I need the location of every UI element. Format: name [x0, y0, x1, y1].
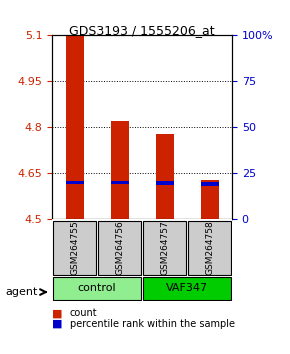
Text: VAF347: VAF347: [166, 283, 208, 293]
Text: GSM264756: GSM264756: [115, 221, 124, 275]
Text: agent: agent: [6, 287, 38, 297]
Text: ■: ■: [52, 319, 63, 329]
FancyBboxPatch shape: [53, 221, 96, 275]
Bar: [155, 133, 173, 219]
Bar: [201, 179, 219, 219]
Text: control: control: [78, 283, 117, 293]
Bar: [66, 181, 84, 184]
Text: GDS3193 / 1555206_at: GDS3193 / 1555206_at: [69, 24, 215, 36]
Bar: [111, 181, 129, 184]
Bar: [111, 121, 129, 219]
Bar: [155, 182, 173, 185]
FancyBboxPatch shape: [188, 221, 231, 275]
FancyBboxPatch shape: [53, 278, 141, 299]
FancyBboxPatch shape: [143, 278, 231, 299]
Bar: [201, 182, 219, 186]
Text: GSM264757: GSM264757: [160, 221, 169, 275]
FancyBboxPatch shape: [98, 221, 141, 275]
FancyBboxPatch shape: [143, 221, 186, 275]
Text: ■: ■: [52, 308, 63, 318]
Text: GSM264755: GSM264755: [70, 221, 79, 275]
Bar: [66, 35, 84, 219]
Text: percentile rank within the sample: percentile rank within the sample: [70, 319, 235, 329]
Text: GSM264758: GSM264758: [205, 221, 214, 275]
Text: count: count: [70, 308, 97, 318]
